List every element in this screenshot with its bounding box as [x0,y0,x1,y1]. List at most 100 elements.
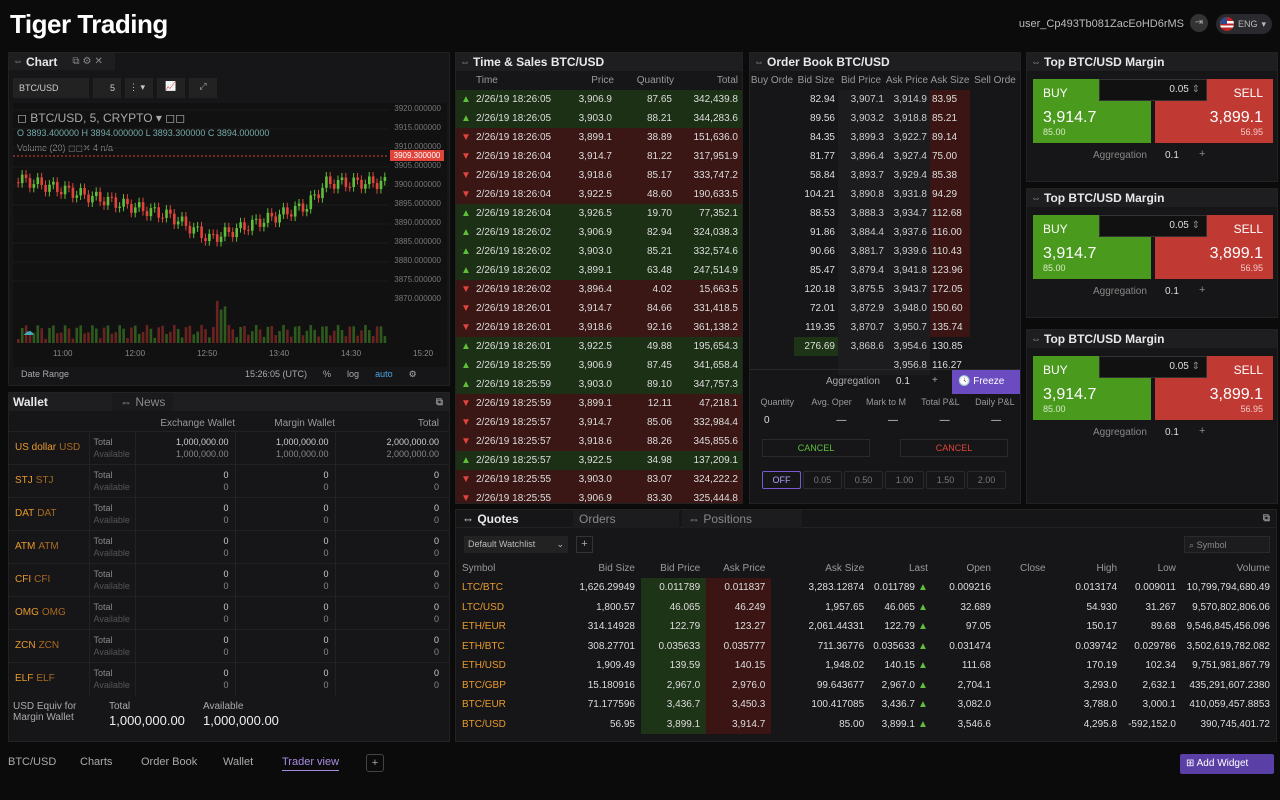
quote-row[interactable]: ETH/EUR 314.14928 122.79 123.27 2,061.44331 1… [456,617,1276,637]
link-icon[interactable]: ⇔ [13,56,23,67]
agg-value[interactable]: 0.1 [1165,286,1179,297]
wallet-row[interactable]: DAT DAT Total Available 0 0 0 0 0 0 [9,497,449,530]
quote-row[interactable]: ETH/BTC 308.27701 0.035633 0.035777 711.3677… [456,636,1276,656]
news-tab[interactable]: ⇔ News [112,393,174,411]
ob-row[interactable]: 58.84 3,893.7 3,929.4 85.38 [750,166,1020,185]
ob-row[interactable]: 84.35 3,899.3 3,922.7 89.14 [750,128,1020,147]
offset-option[interactable]: 0.50 [844,471,883,489]
qty-stepper[interactable]: 0.05 ⇕ [1099,215,1207,237]
agg-value[interactable]: 0.1 [1165,150,1179,161]
settings-icon[interactable]: ⚙ [82,56,92,67]
popout-icon[interactable]: ⧉ [435,396,443,408]
percent-toggle[interactable]: % [323,369,332,379]
link-icon[interactable]: ⇔ [460,56,470,68]
offset-option[interactable]: 1.50 [926,471,965,489]
tab-order-book[interactable]: Order Book [141,756,198,768]
fullscreen-icon[interactable]: ⤢ [189,78,217,98]
tab-positions[interactable]: ⇔ Positions [682,510,802,528]
freeze-button[interactable]: 🕓 Freeze [952,370,1020,394]
tab-orders[interactable]: Orders [573,510,679,528]
wallet-row[interactable]: US dollar USD Total Available 1,000,000.00 1,… [9,431,449,464]
plus-icon[interactable]: + [1199,148,1206,160]
ob-row[interactable]: 3,956.8 116.27 [750,356,1020,375]
plus-icon[interactable]: + [1199,425,1206,437]
chart-canvas[interactable]: ◻ BTC/USD, 5, CRYPTO ▾ ◻◻ O 3893.400000 … [13,103,447,367]
tab-charts[interactable]: Charts [80,756,113,768]
watchlist-select[interactable]: Default Watchlist ⌄ [464,536,568,553]
ob-row[interactable]: 90.66 3,881.7 3,939.6 110.43 [750,242,1020,261]
auto-toggle[interactable]: auto [375,369,393,379]
wallet-row[interactable]: ZCN ZCN Total Available 0 0 0 0 0 0 [9,629,449,662]
agg-value[interactable]: 0.1 [896,376,910,387]
quote-row[interactable]: LTC/BTC 1,626.29949 0.011789 0.011837 3,283.… [456,578,1276,598]
tab-trader-view[interactable]: Trader view [282,756,340,771]
quote-row[interactable]: LTC/USD 1,800.57 46.065 46.249 1,957.65 46.06… [456,597,1276,617]
ob-row[interactable]: 89.56 3,903.2 3,918.8 85.21 [750,109,1020,128]
offset-option[interactable]: OFF [762,471,801,489]
ob-row[interactable]: 119.35 3,870.7 3,950.7 135.74 [750,318,1020,337]
wallet-available-value: 0 [223,679,229,690]
ob-row[interactable]: 81.77 3,896.4 3,927.4 75.00 [750,147,1020,166]
add-widget-button[interactable]: ⊞ Add Widget [1180,754,1274,774]
link-icon[interactable]: ⇔ [1031,56,1041,68]
date-range-button[interactable]: Date Range [21,369,70,379]
ob-row[interactable]: 82.94 3,907.1 3,914.9 83.95 [750,90,1020,109]
logout-icon[interactable]: ⇥ [1190,14,1208,32]
username[interactable]: user_Cp493Tb081ZacEoHD6rMS [1018,18,1184,30]
wallet-total-value: 0 [223,667,229,678]
wallet-row[interactable]: CFI CFI Total Available 0 0 0 0 0 0 [9,563,449,596]
cell-value: 100.417085 [811,699,865,711]
qty-stepper[interactable]: 0.05 ⇕ [1099,79,1207,101]
qty-stepper[interactable]: 0.05 ⇕ [1099,356,1207,378]
indicators-icon[interactable]: 📈 [157,78,185,98]
more-icon[interactable]: ⋮ ▾ [125,78,153,98]
symbol-search-input[interactable]: ⌕ Symbol [1184,536,1270,553]
link-icon[interactable]: ⇔ [1031,333,1041,345]
cancel-buy-button[interactable]: CANCEL [762,439,870,457]
close-icon[interactable]: ✕ [94,56,103,67]
wallet-title[interactable]: Wallet [13,395,48,409]
symbol-input[interactable]: BTC/USD [13,78,89,98]
link-icon[interactable]: ⇔ [1031,192,1041,204]
tab-wallet[interactable]: Wallet [223,756,254,768]
quote-row[interactable]: BTC/USD 56.95 3,899.1 3,914.7 85.00 3,899.1 ▲ 3… [456,714,1276,734]
popout-icon[interactable]: ⧉ [1262,513,1270,524]
plus-icon[interactable]: + [932,375,938,386]
link-icon[interactable]: ⇔ [754,56,764,68]
ob-row[interactable]: 88.53 3,888.3 3,934.7 112.68 [750,204,1020,223]
offset-option[interactable]: 2.00 [967,471,1006,489]
cell-value: 0.039742 [1075,640,1118,652]
offset-option[interactable]: 0.05 [803,471,842,489]
log-toggle[interactable]: log [347,369,360,379]
wallet-row[interactable]: ELF ELF Total Available 0 0 0 0 0 0 [9,662,449,695]
ob-row[interactable]: 276.69 3,868.6 3,954.6 130.85 [750,337,1020,356]
wallet-row[interactable]: OMG OMG Total Available 0 0 0 0 0 0 [9,596,449,629]
cell-value: 0.035633 [658,640,701,652]
interval-input[interactable]: 5 [93,78,121,98]
ob-row[interactable]: 120.18 3,875.5 3,943.7 172.05 [750,280,1020,299]
quote-row[interactable]: BTC/EUR 71.177596 3,436.7 3,450.3 100.417085… [456,695,1276,715]
chart-settings-icon[interactable]: ⚙ [408,369,417,379]
plus-icon[interactable]: + [1199,284,1206,296]
open-price: 3,082.0 [934,695,997,715]
add-tab-button[interactable]: + [366,754,384,772]
language-selector[interactable]: ENG ▾ [1216,14,1272,34]
trade-price: 3,922.5 [578,341,612,352]
qty-value: 0.05 [1169,361,1189,372]
wallet-row[interactable]: ATM ATM Total Available 0 0 0 0 0 0 [9,530,449,563]
cancel-sell-button[interactable]: CANCEL [900,439,1008,457]
ob-row[interactable]: 72.01 3,872.9 3,948.0 150.60 [750,299,1020,318]
quote-row[interactable]: ETH/USD 1,909.49 139.59 140.15 1,948.02 140.1… [456,656,1276,676]
ob-row[interactable]: 91.86 3,884.4 3,937.6 116.00 [750,223,1020,242]
quote-row[interactable]: BTC/GBP 15.180916 2,967.0 2,976.0 99.643677 2… [456,675,1276,695]
tab-quotes[interactable]: ⇔ Quotes [462,511,519,526]
wallet-row[interactable]: STJ STJ Total Available 0 0 0 0 0 0 [9,464,449,497]
trade-time: 2/26/19 18:26:02 [476,246,552,257]
tab-btcusd[interactable]: BTC/USD [8,756,57,768]
popout-icon[interactable]: ⧉ [72,56,80,67]
agg-value[interactable]: 0.1 [1165,427,1179,438]
offset-option[interactable]: 1.00 [885,471,924,489]
ob-row[interactable]: 85.47 3,879.4 3,941.8 123.96 [750,261,1020,280]
ob-row[interactable]: 104.21 3,890.8 3,931.8 94.29 [750,185,1020,204]
add-watchlist-button[interactable]: + [576,536,593,553]
